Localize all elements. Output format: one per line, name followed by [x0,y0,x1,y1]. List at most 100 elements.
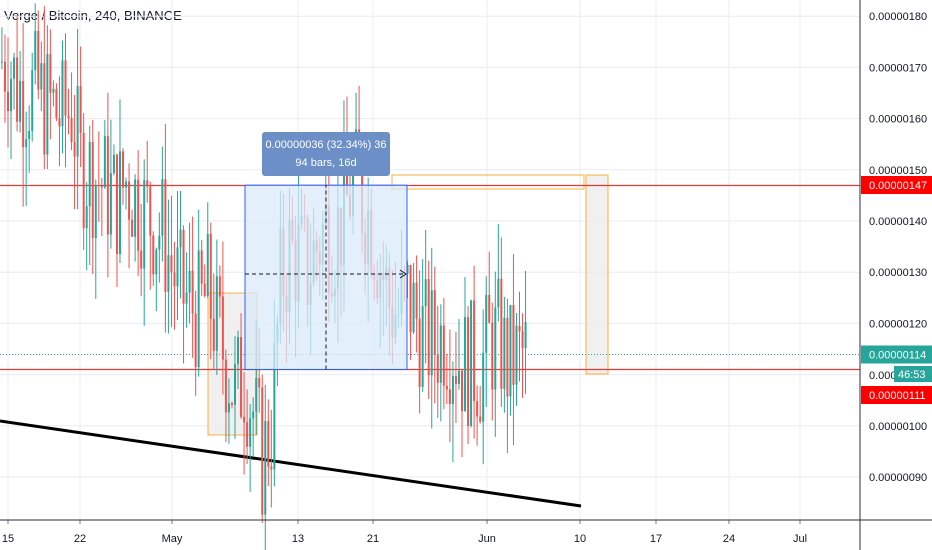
candle-body [97,185,100,187]
candle-body [421,306,424,387]
candle [209,222,212,360]
candle [185,252,188,328]
candle [134,174,137,262]
candle-body [506,317,509,397]
y-tick-label: 0.00000100 [869,421,927,433]
candle [97,131,100,222]
candle-body [46,54,49,155]
measure-label-bg [262,132,390,176]
candle-body [227,403,230,413]
candle [524,270,527,394]
candle [485,276,488,408]
candle [215,239,218,376]
candle [246,389,249,464]
candle-body [451,376,454,404]
candle [188,222,191,324]
candle-body [16,57,19,122]
y-tick-label: 0.00000130 [869,267,927,279]
candle-body [188,270,191,293]
candle-body [267,421,270,467]
candle-body [67,115,70,119]
candle [264,384,267,550]
candle-body [82,133,85,229]
candle-body [173,272,176,287]
candle [37,10,40,99]
candle-body [491,322,494,390]
candle [49,29,52,140]
candle-body [252,411,255,419]
candle [140,204,143,297]
candle-body [122,151,125,188]
candle-body [155,249,158,275]
candle-body [85,206,88,229]
candle [249,404,252,492]
candle-body [197,250,200,368]
candle-body [164,179,167,292]
countdown-partial-price: 0.000 [869,370,897,382]
candle-body [509,305,512,397]
candle [406,260,409,299]
candle [454,331,457,423]
candle-body [482,352,485,422]
candle [421,259,424,393]
candle [52,80,55,107]
candle-body [55,88,58,119]
candle [40,41,43,112]
candle-body [497,278,500,308]
candle-body [479,416,482,422]
candle-body [128,181,131,220]
candle-body [264,421,267,515]
candle [76,29,79,210]
candle [158,212,161,283]
x-tick-label: May [162,533,183,545]
candle [0,27,3,70]
y-tick-label: 0.00000120 [869,318,927,330]
candle [415,255,418,353]
candle-body [436,354,439,383]
candle [13,52,16,110]
candle-body [43,63,46,155]
trendline [0,419,582,508]
y-tick-label: 0.00000150 [869,165,927,177]
candle [3,34,6,123]
candle [234,336,236,439]
y-tick-label: 0.00000170 [869,62,927,74]
candle [28,105,31,173]
candle [243,372,246,475]
candle-body [406,264,409,274]
support-price-tag-bg [861,386,932,404]
candle-body [49,54,52,93]
price-tags: 0.00000147 0.00000114 0.000 46:53 0.00000111 [861,176,932,404]
candle [476,385,479,446]
candle-body [457,370,460,384]
candle [212,273,215,370]
measure-tool[interactable]: 0.00000036 (32.34%) 36 94 bars, 16d [244,132,408,370]
candle-body [467,317,470,427]
candle [461,370,463,458]
candle [503,296,506,413]
candle-body [258,377,261,388]
candle [55,83,58,122]
candle-body [167,255,170,292]
candle [88,125,91,266]
candle-body [424,279,427,307]
candle [164,124,167,333]
candle-body [106,136,109,235]
candle [122,148,125,205]
zone-rect-top [391,174,585,190]
candle [19,51,22,133]
candle-body [218,276,221,297]
candle [200,240,203,296]
candle [442,298,445,410]
candle [10,61,13,160]
candle-body [273,342,276,470]
candle [82,113,85,251]
candle-body [100,185,103,188]
candle-body [94,185,97,239]
candle [521,313,524,398]
candle-body [503,317,506,389]
zone-rect-jun [585,174,609,375]
candle [155,247,158,312]
candle-body [0,61,3,63]
